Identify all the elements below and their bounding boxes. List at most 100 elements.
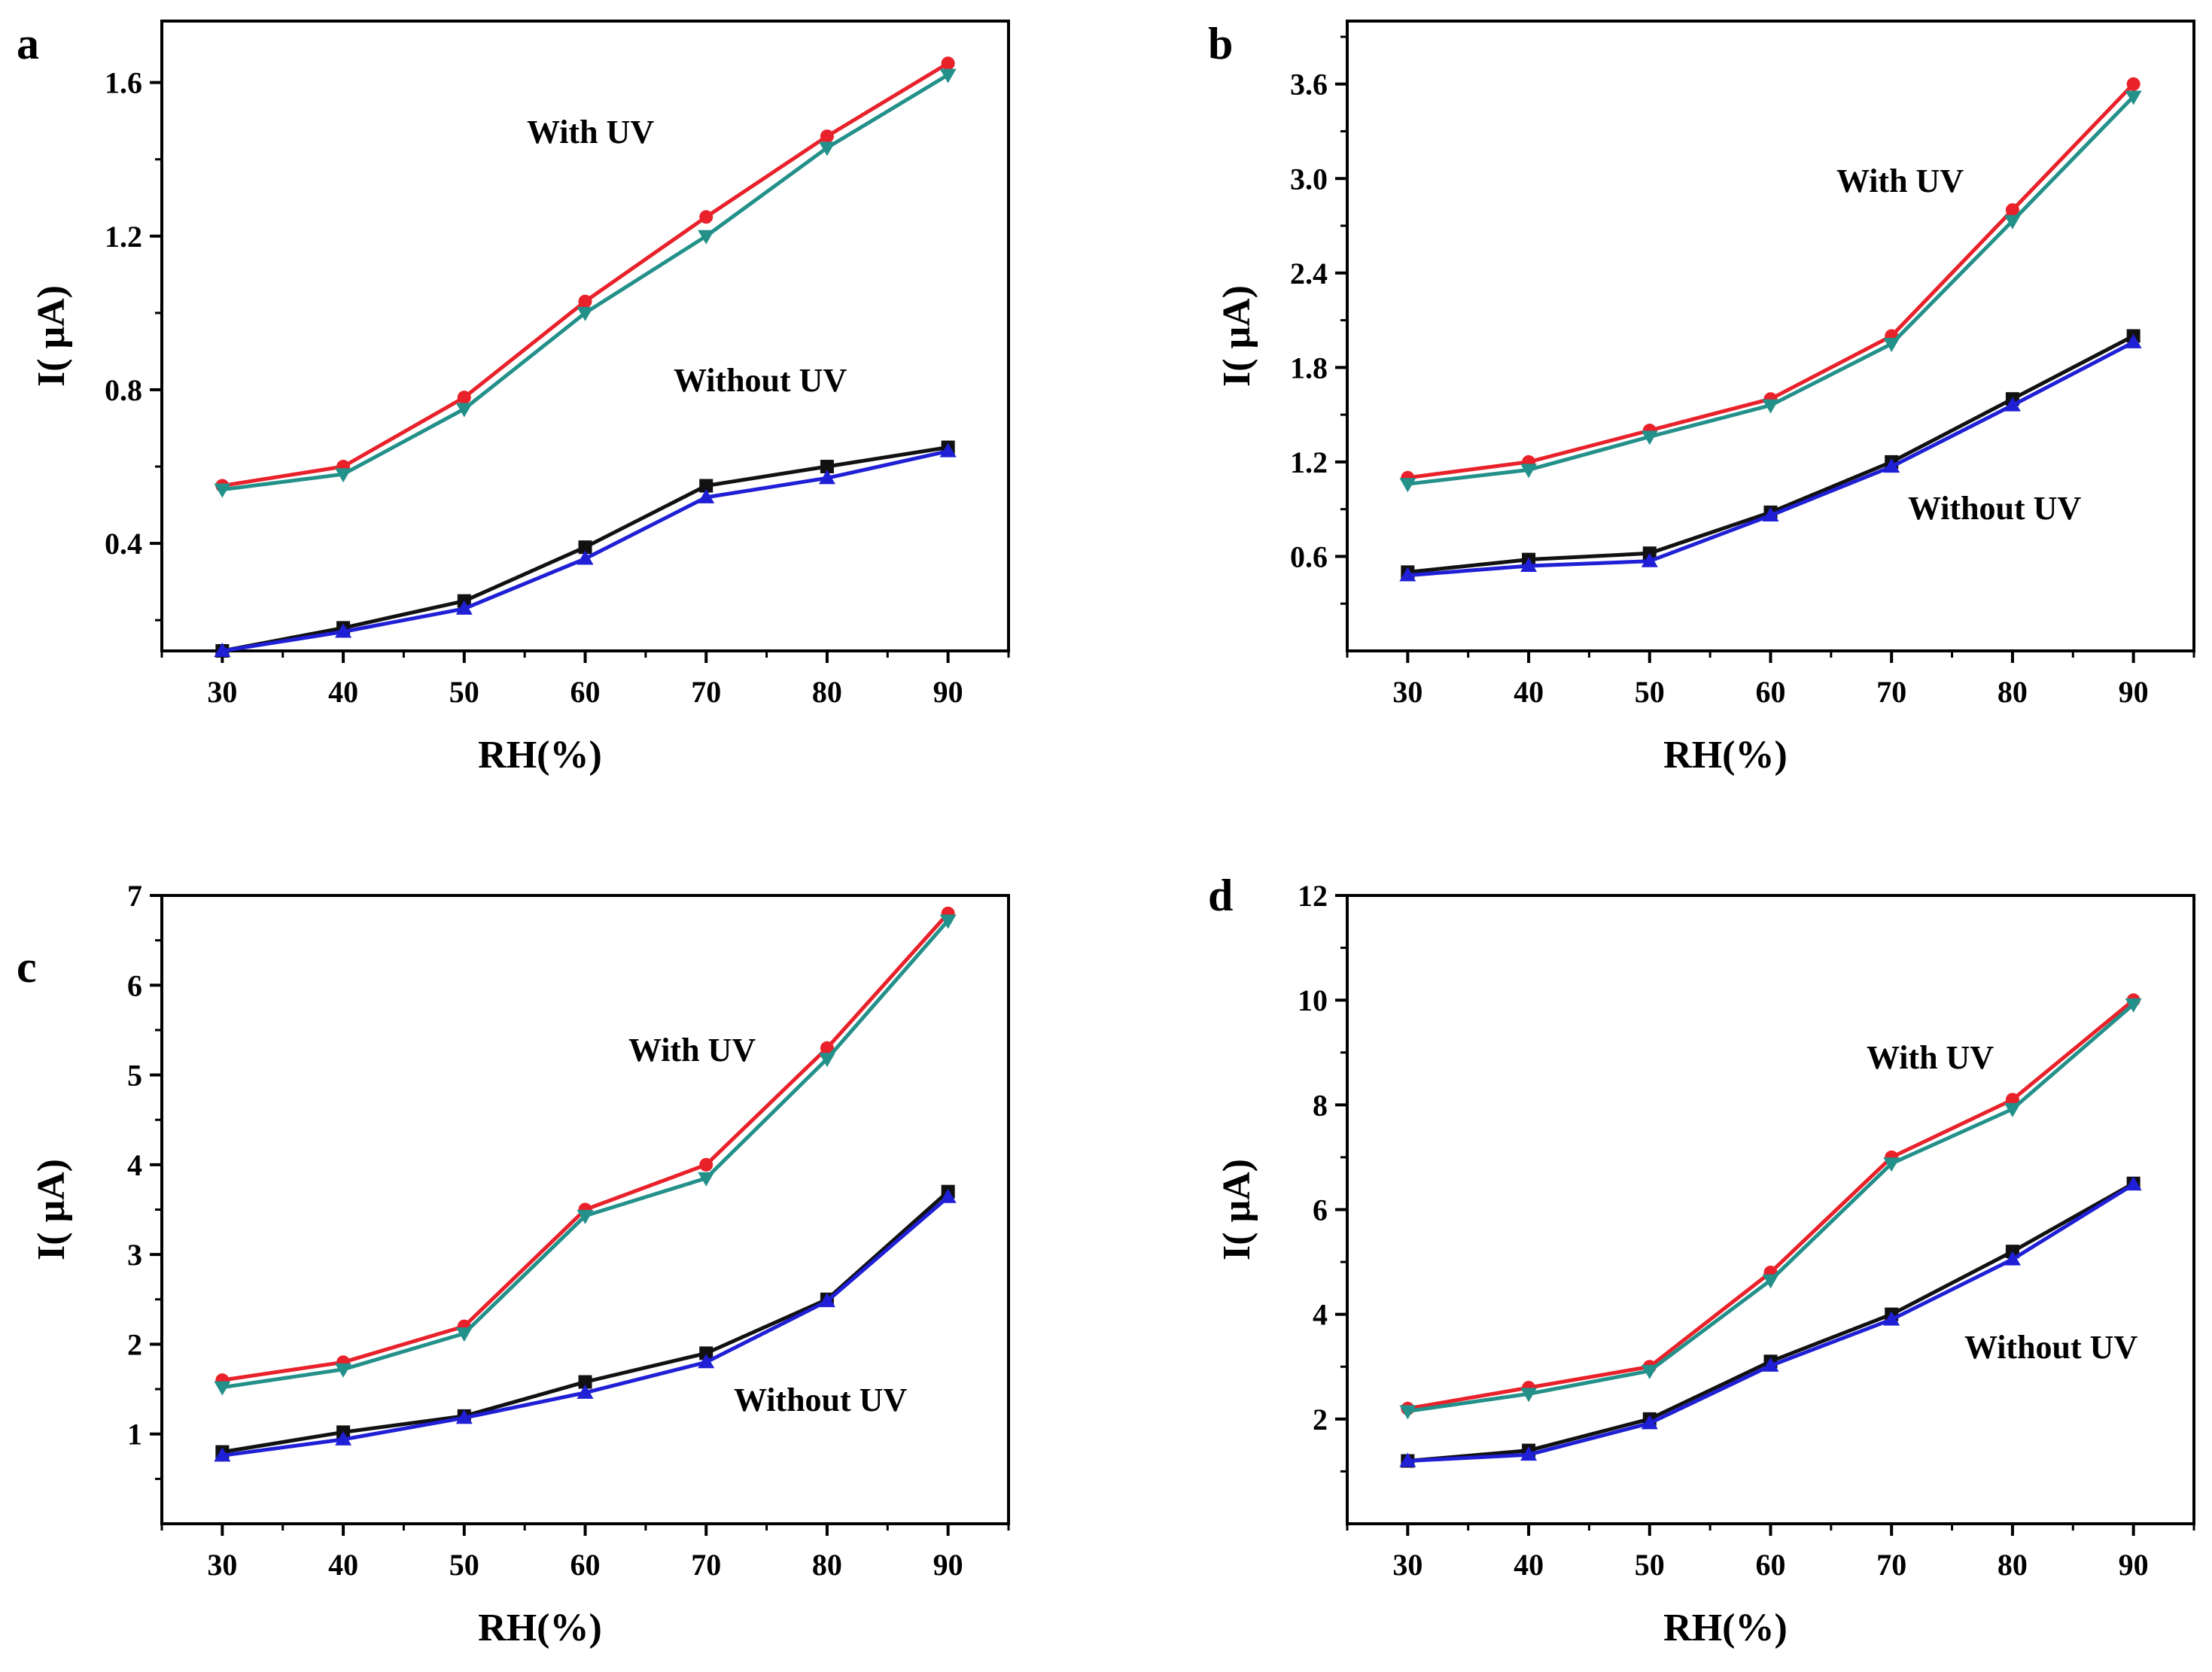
data-point (578, 540, 592, 555)
y-axis-label: I( μA) (1216, 1159, 1258, 1260)
x-tick-label: 50 (1635, 1548, 1665, 1582)
annotation: Without UV (734, 1382, 907, 1418)
x-tick-label: 90 (2119, 1548, 2149, 1582)
annotation: Without UV (1908, 490, 2081, 527)
data-point (1762, 1357, 1779, 1372)
x-axis-label: RH(%) (1663, 1607, 1788, 1649)
x-tick-label: 50 (1635, 675, 1665, 709)
data-point (698, 488, 715, 503)
data-point (698, 230, 715, 245)
y-axis-label: I( μA) (30, 1159, 73, 1260)
data-point (1883, 1311, 1900, 1326)
y-tick-label: 3.6 (1290, 68, 1328, 102)
data-point (2004, 1102, 2021, 1117)
data-point (1399, 478, 1416, 493)
data-point (214, 1381, 231, 1396)
x-tick-label: 30 (1392, 1548, 1422, 1582)
x-tick-label: 30 (207, 675, 237, 709)
data-point (699, 479, 713, 493)
data-point (698, 1354, 715, 1369)
data-point (820, 129, 834, 144)
x-axis-label: RH(%) (1663, 734, 1788, 777)
data-point (2004, 1251, 2021, 1266)
x-tick-label: 90 (2119, 675, 2149, 709)
data-point (1399, 1405, 1416, 1420)
x-tick-label: 70 (1876, 675, 1906, 709)
data-point (1399, 1452, 1416, 1467)
y-tick-label: 0.8 (105, 373, 142, 407)
data-point (939, 68, 957, 84)
data-point (699, 1157, 713, 1172)
data-point (455, 600, 473, 615)
x-tick-label: 50 (449, 1548, 479, 1582)
x-tick-label: 90 (933, 1548, 963, 1582)
y-tick-label: 3.0 (1290, 162, 1328, 196)
data-point (818, 1053, 835, 1068)
data-point (699, 1346, 713, 1360)
data-point (2004, 214, 2021, 230)
data-point (1520, 558, 1538, 573)
x-axis-label: RH(%) (478, 734, 602, 777)
x-tick-label: 80 (1997, 675, 2028, 709)
x-tick-label: 60 (570, 675, 601, 709)
data-point (699, 210, 713, 224)
data-point (1883, 458, 1900, 473)
data-point (820, 460, 834, 474)
data-point (1520, 1388, 1538, 1403)
data-point (577, 550, 594, 565)
panel-label: c (17, 942, 37, 992)
y-tick-label: 0.4 (105, 527, 142, 561)
y-tick-label: 8 (1313, 1088, 1328, 1122)
y-tick-label: 10 (1298, 983, 1328, 1017)
data-point (2125, 998, 2142, 1013)
data-point (1641, 1364, 1658, 1379)
chart-panel-a: a 30 40 50 60 70 80 90 0.4 0.8 1.2 1.6 RH(%) I( μA) Wi… (17, 19, 1010, 777)
data-point (1883, 337, 1900, 352)
y-tick-label: 1.6 (105, 66, 142, 100)
data-point (335, 623, 352, 638)
annotation: Without UV (1964, 1329, 2137, 1366)
x-tick-label: 60 (1756, 675, 1786, 709)
panel-label: d (1208, 871, 1233, 920)
data-point (214, 643, 231, 657)
data-point (939, 914, 957, 929)
x-tick-label: 40 (328, 1548, 358, 1582)
data-point (1762, 399, 1779, 414)
x-tick-label: 80 (812, 675, 842, 709)
x-tick-label: 40 (328, 675, 358, 709)
x-tick-label: 80 (812, 1548, 842, 1582)
y-tick-label: 6 (1313, 1193, 1328, 1227)
annotation: With UV (527, 114, 654, 150)
data-point (455, 1327, 473, 1342)
data-point (335, 468, 352, 483)
y-tick-label: 4 (127, 1148, 142, 1182)
x-tick-label: 40 (1514, 675, 1544, 709)
data-point (698, 1172, 715, 1187)
data-point (2005, 203, 2019, 217)
y-tick-label: 1.2 (105, 220, 142, 254)
x-tick-label: 50 (449, 675, 479, 709)
x-tick-label: 30 (1392, 675, 1422, 709)
data-point (457, 391, 471, 405)
data-point (1883, 1157, 1900, 1172)
x-tick-label: 70 (691, 675, 721, 709)
panel-label: b (1208, 19, 1233, 68)
x-tick-label: 80 (1997, 1548, 2028, 1582)
data-point (335, 1430, 352, 1446)
x-tick-label: 40 (1514, 1548, 1544, 1582)
y-tick-label: 2.4 (1290, 257, 1328, 290)
y-tick-label: 1.8 (1290, 351, 1328, 385)
y-tick-label: 7 (127, 879, 142, 913)
data-point (820, 1041, 834, 1055)
data-point (1399, 567, 1416, 582)
y-tick-label: 2 (1313, 1403, 1328, 1436)
panel-label: a (17, 19, 39, 68)
data-point (2004, 397, 2021, 412)
data-point (1641, 1415, 1658, 1430)
y-axis-label: I( μA) (1216, 285, 1258, 387)
x-tick-label: 90 (933, 675, 963, 709)
data-point (214, 483, 231, 498)
data-point (941, 56, 955, 71)
y-tick-label: 6 (127, 968, 142, 1002)
y-tick-label: 5 (127, 1059, 142, 1093)
